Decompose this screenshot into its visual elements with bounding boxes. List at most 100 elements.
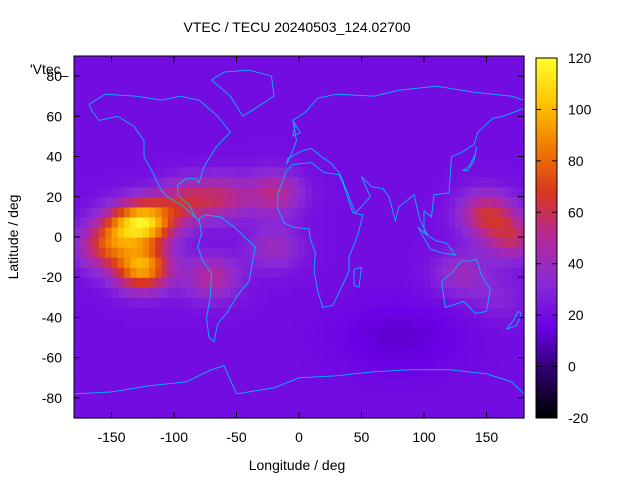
heatmap-cell [349, 317, 356, 329]
heatmap-cell [461, 307, 469, 319]
heatmap-cell [249, 347, 256, 359]
heatmap-cell [74, 166, 81, 178]
coastline-path [506, 310, 523, 330]
heatmap-cell [424, 96, 431, 107]
heatmap-cell [180, 267, 188, 278]
heatmap-cell [455, 257, 463, 268]
heatmap-cell [161, 267, 169, 278]
heatmap-cell [417, 96, 425, 107]
heatmap-cell [467, 377, 475, 389]
heatmap-cell [367, 186, 375, 198]
heatmap-cell [224, 357, 231, 369]
heatmap-cell [217, 247, 225, 258]
heatmap-cell [280, 96, 288, 107]
heatmap-cell [411, 387, 419, 399]
heatmap-cell [461, 317, 469, 329]
heatmap-cell [349, 397, 356, 409]
heatmap-cell [105, 206, 113, 218]
heatmap-cell [111, 317, 119, 329]
heatmap-cell [330, 176, 338, 188]
heatmap-cell [186, 186, 194, 198]
heatmap-cell [142, 226, 150, 238]
heatmap-cell [105, 176, 113, 188]
heatmap-cell [161, 337, 169, 349]
heatmap-cell [149, 357, 156, 369]
heatmap-cell [411, 357, 419, 369]
heatmap-cell [361, 146, 369, 158]
heatmap-cell [336, 357, 344, 369]
heatmap-cell [380, 106, 388, 117]
heatmap-cell [149, 277, 156, 288]
heatmap-cell [149, 297, 156, 308]
heatmap-cell [261, 216, 269, 228]
heatmap-cell [367, 126, 375, 138]
heatmap-cell [167, 186, 175, 198]
heatmap-cell [367, 387, 375, 399]
heatmap-cell [105, 397, 113, 409]
heatmap-cell [430, 176, 438, 188]
heatmap-cell [224, 76, 231, 87]
heatmap-cell [267, 367, 275, 379]
heatmap-cell [124, 146, 131, 158]
heatmap-cell [392, 407, 400, 419]
heatmap-cell [80, 237, 88, 248]
heatmap-cell [111, 176, 119, 188]
heatmap-cell [455, 146, 463, 158]
heatmap-cell [336, 136, 344, 148]
heatmap-cell [349, 136, 356, 148]
heatmap-cell [292, 196, 300, 208]
heatmap-cell [124, 86, 131, 97]
heatmap-cell [474, 347, 481, 359]
heatmap-cell [180, 387, 188, 399]
heatmap-cell [199, 277, 206, 288]
heatmap-cell [517, 407, 525, 419]
heatmap-cell [267, 226, 275, 238]
heatmap-cell [242, 377, 250, 389]
heatmap-cell [180, 116, 188, 127]
heatmap-cell [80, 166, 88, 178]
heatmap-cell [199, 106, 206, 117]
heatmap-cell [192, 297, 200, 308]
heatmap-cell [430, 367, 438, 379]
heatmap-cell [405, 216, 413, 228]
heatmap-cell [430, 196, 438, 208]
heatmap-cell [317, 136, 325, 148]
heatmap-cell [517, 297, 525, 308]
heatmap-cell [99, 226, 106, 238]
heatmap-cell [174, 86, 181, 97]
heatmap-cell [311, 267, 319, 278]
heatmap-cell [336, 166, 344, 178]
heatmap-cell [180, 237, 188, 248]
heatmap-cell [149, 176, 156, 188]
heatmap-cell [386, 337, 394, 349]
heatmap-cell [449, 347, 456, 359]
heatmap-cell [99, 116, 106, 127]
heatmap-cell [311, 126, 319, 138]
heatmap-cell [511, 237, 519, 248]
heatmap-cell [317, 196, 325, 208]
heatmap-cell [180, 186, 188, 198]
heatmap-cell [92, 247, 100, 258]
heatmap-cell [424, 397, 431, 409]
heatmap-cell [442, 56, 450, 67]
heatmap-cell [361, 226, 369, 238]
heatmap-cell [417, 136, 425, 148]
heatmap-cell [511, 307, 519, 319]
heatmap-cell [236, 357, 244, 369]
heatmap-cell [280, 136, 288, 148]
heatmap-cell [136, 76, 144, 87]
heatmap-cell [117, 387, 125, 399]
heatmap-cell [436, 166, 444, 178]
heatmap-cell [361, 176, 369, 188]
heatmap-cell [505, 307, 513, 319]
heatmap-cell [149, 397, 156, 409]
colorbar-tick-label: 40 [568, 256, 584, 272]
heatmap-cell [299, 76, 306, 87]
heatmap-cell [230, 317, 238, 329]
heatmap-cell [105, 166, 113, 178]
heatmap-cell [386, 116, 394, 127]
heatmap-cell [474, 146, 481, 158]
heatmap-cell [286, 387, 294, 399]
heatmap-cell [255, 397, 263, 409]
heatmap-cell [99, 307, 106, 319]
